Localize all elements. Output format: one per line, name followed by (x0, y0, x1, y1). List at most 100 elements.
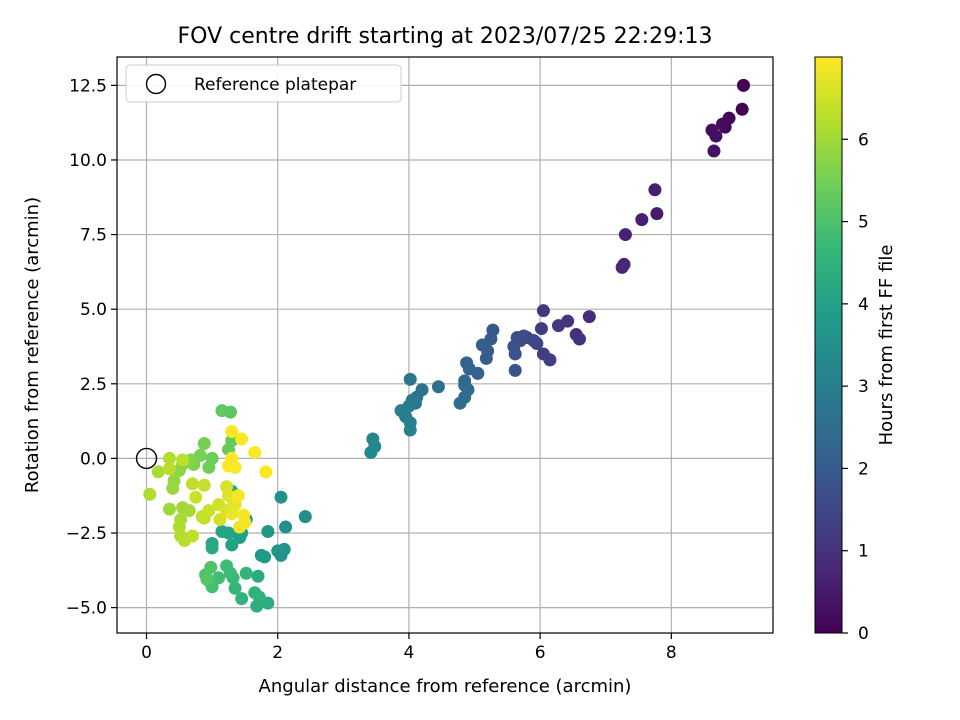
data-point (162, 451, 176, 465)
data-point (715, 117, 729, 131)
data-point (189, 490, 203, 504)
data-point (258, 550, 272, 564)
data-points (143, 78, 750, 613)
data-point (212, 571, 226, 585)
data-point (213, 513, 227, 527)
colorbar-tick-label: 6 (858, 130, 869, 150)
colorbar-ticks: 0 1 2 3 4 5 6 (842, 130, 869, 644)
data-point (248, 445, 262, 459)
data-point (225, 507, 239, 521)
grid-lines (117, 57, 773, 633)
y-tick-label: 12.5 (69, 76, 107, 96)
data-point (259, 465, 273, 479)
data-point (176, 453, 190, 467)
data-point (635, 213, 649, 227)
colorbar-label: Hours from first FF file (876, 245, 897, 446)
data-point (403, 372, 417, 386)
data-point (431, 380, 445, 394)
data-point (508, 363, 522, 377)
data-point (475, 338, 489, 352)
data-point (508, 347, 522, 361)
data-point (403, 423, 417, 437)
plot-frame (116, 56, 774, 634)
data-point (202, 460, 216, 474)
x-tick-label: 8 (666, 643, 677, 663)
data-point (534, 322, 548, 336)
data-point (462, 362, 476, 376)
x-tick-label: 2 (272, 643, 283, 663)
data-point (707, 144, 721, 158)
data-point (235, 592, 249, 606)
data-point (235, 432, 249, 446)
data-point (204, 560, 218, 574)
data-point (166, 481, 180, 495)
y-tick-label: 5.0 (80, 300, 107, 320)
chart-title: FOV centre drift starting at 2023/07/25 … (178, 24, 713, 49)
colorbar-tick-label: 4 (858, 295, 869, 315)
data-point (239, 566, 253, 580)
data-point (736, 78, 750, 92)
data-point (251, 569, 265, 583)
legend: Reference platepar (125, 64, 402, 103)
y-tick-label: −2.5 (66, 524, 107, 544)
y-tick-label: −5.0 (66, 599, 107, 619)
y-axis-label: Rotation from reference (arcmin) (22, 197, 43, 493)
x-axis-label: Angular distance from reference (arcmin) (259, 676, 632, 697)
y-tick-label: 0.0 (80, 449, 107, 469)
data-point (364, 445, 378, 459)
colorbar-tick-label: 0 (858, 624, 869, 644)
data-point (648, 183, 662, 197)
data-point (225, 451, 239, 465)
data-point (225, 425, 239, 439)
data-point (543, 353, 557, 367)
data-point (279, 520, 293, 534)
data-point (172, 463, 186, 477)
data-point (615, 260, 629, 274)
reference-marker (135, 447, 158, 470)
data-point (536, 304, 550, 318)
x-axis-ticks: 0 2 4 6 8 (141, 633, 677, 663)
legend-box (125, 64, 402, 103)
data-point (151, 465, 165, 479)
data-point (182, 504, 196, 518)
data-point (185, 477, 199, 491)
colorbar (814, 56, 843, 634)
data-point (205, 541, 219, 555)
data-point (709, 129, 723, 143)
data-point (261, 525, 275, 539)
colorbar-tick-label: 2 (858, 459, 869, 479)
data-point (215, 404, 229, 418)
data-point (618, 228, 632, 242)
data-point (572, 332, 586, 346)
data-point (298, 510, 312, 524)
data-point (162, 462, 176, 476)
y-tick-label: 7.5 (80, 226, 107, 246)
data-point (274, 490, 288, 504)
x-tick-label: 4 (404, 643, 415, 663)
data-point (735, 102, 749, 116)
data-point (479, 351, 493, 365)
legend-label: Reference platepar (194, 75, 356, 95)
data-point (248, 586, 262, 600)
data-point (228, 581, 242, 595)
data-point (650, 207, 664, 221)
data-point (237, 508, 251, 522)
data-point (200, 572, 214, 586)
x-tick-label: 0 (141, 643, 152, 663)
data-point (220, 559, 234, 573)
data-point (197, 478, 211, 492)
data-point (143, 487, 157, 501)
data-point (197, 436, 211, 450)
reference-platepar-point (135, 447, 158, 470)
y-tick-label: 2.5 (80, 375, 107, 395)
colorbar-tick-label: 3 (858, 377, 869, 397)
data-point (453, 396, 467, 410)
colorbar-tick-label: 1 (858, 542, 869, 562)
data-point (551, 319, 565, 333)
legend-marker-open-circle (145, 73, 167, 95)
data-point (231, 489, 245, 503)
data-point (202, 504, 216, 518)
data-point (271, 544, 285, 558)
x-tick-label: 6 (535, 643, 546, 663)
